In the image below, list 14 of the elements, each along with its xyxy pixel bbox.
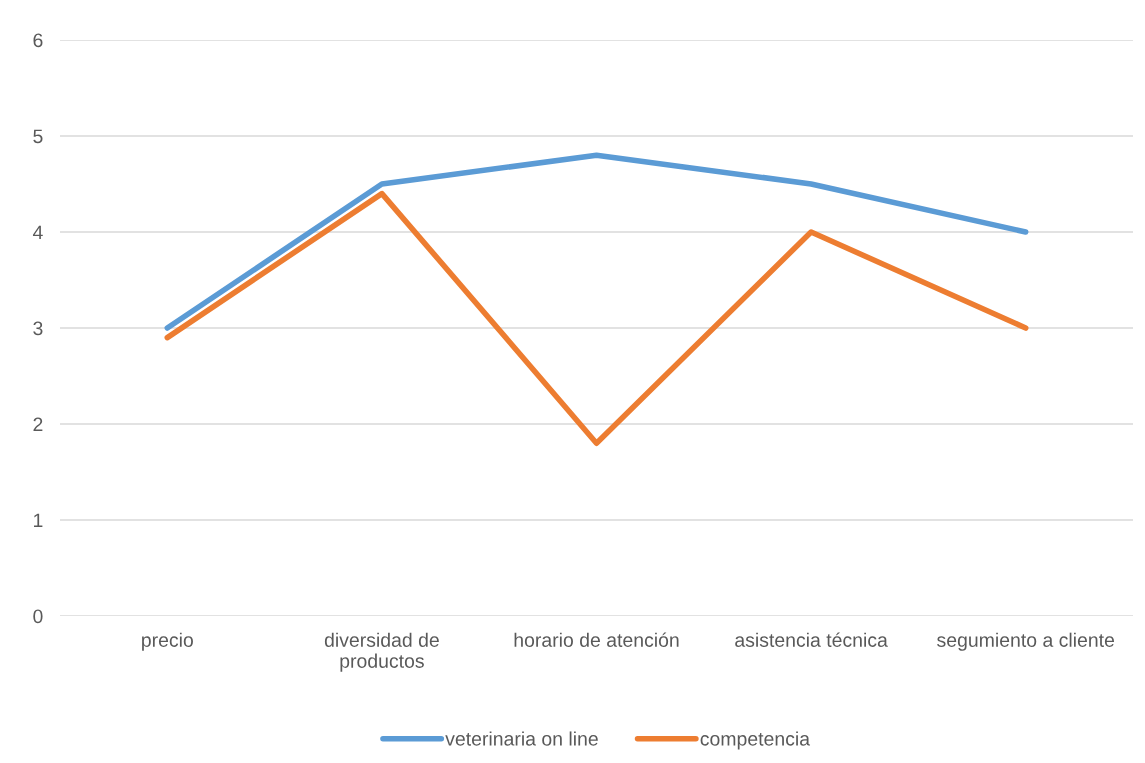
legend-label: veterinaria on line	[445, 731, 598, 746]
y-tick-label: 5	[33, 129, 43, 144]
legend-label: competencia	[700, 731, 811, 750]
y-tick-label: 1	[34, 513, 43, 528]
y-tick-label: 0	[33, 609, 43, 624]
y-tick-label: 4	[32, 225, 43, 240]
y-tick-label: 3	[33, 321, 43, 336]
x-tick-label: asistencia técnica	[735, 632, 888, 647]
x-tick-label: horario de atención	[514, 632, 679, 647]
x-tick-label: diversidad de productos	[324, 632, 439, 672]
y-tick-label: 2	[33, 417, 43, 432]
y-tick-label: 6	[33, 33, 43, 48]
x-tick-label: segumiento a cliente	[937, 632, 1115, 651]
x-tick-label: precio	[142, 632, 193, 651]
